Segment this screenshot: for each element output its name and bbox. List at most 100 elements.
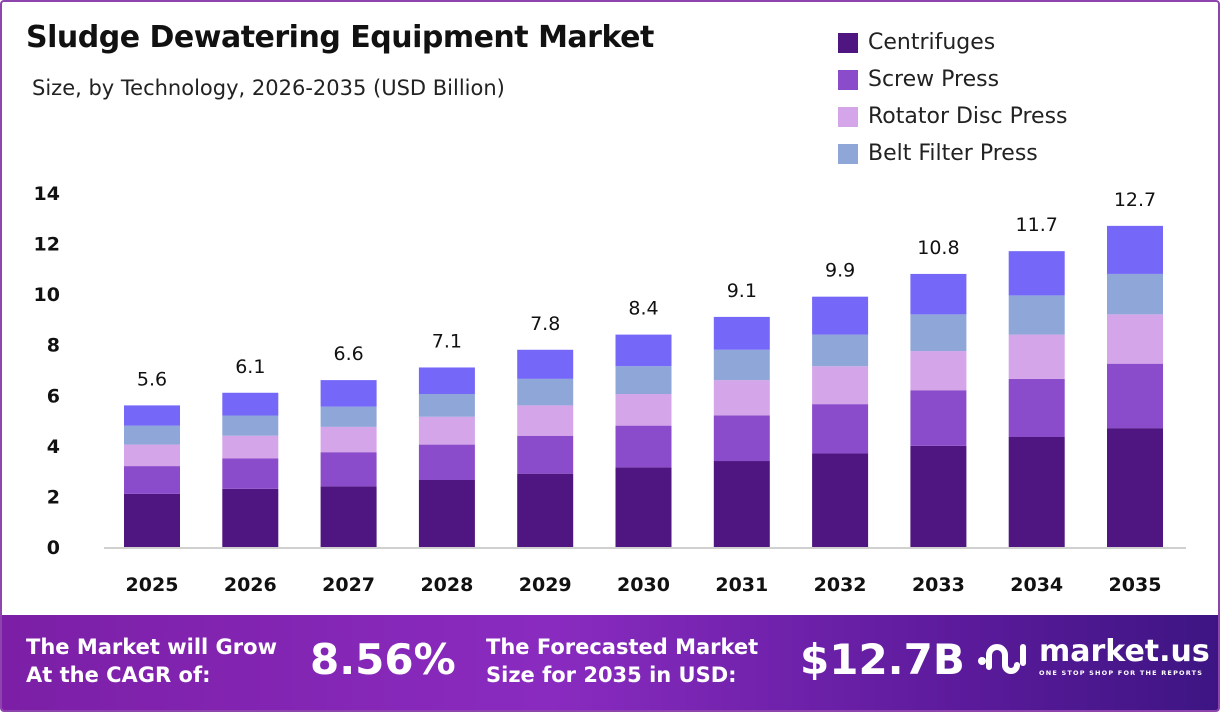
x-tick-label: 2032 [814,574,867,596]
logo-icon [978,644,1026,674]
bar-segment-series-5 [222,392,279,416]
bar-total-label: 8.4 [628,298,658,320]
bar-segment-belt-filter-press [222,415,279,436]
bar-segment-series-5 [1008,251,1065,296]
bar-segment-rotator-disc-press [615,394,672,426]
bar-segment-belt-filter-press [812,334,869,367]
market-us-logo: market.us ONE STOP SHOP FOR THE REPORTS [977,637,1210,677]
bar-segment-screw-press [517,435,574,474]
bar-segment-centrifuges [1107,428,1163,547]
bar-segment-series-5 [1107,225,1163,274]
bar-segment-series-5 [910,273,967,315]
x-tick-label: 2027 [322,574,375,596]
bar-segment-centrifuges [713,461,770,547]
bar-segment-series-5 [418,367,475,395]
bar-segment-centrifuges [517,473,574,547]
x-tick-label: 2035 [1109,574,1162,596]
logo-name: market.us [1039,634,1210,669]
legend-label: Centrifuges [868,30,996,55]
bar-segment-screw-press [812,404,869,454]
x-tick-label: 2026 [224,574,277,596]
bar-segment-series-5 [713,316,770,350]
bar-segment-rotator-disc-press [812,366,869,405]
forecast-value: $12.7B [800,635,965,684]
x-tick-label: 2029 [519,574,572,596]
bar-segment-screw-press [124,466,180,494]
y-tick-label: 12 [34,234,60,256]
bar-segment-screw-press [713,415,770,462]
bar-total-label: 11.7 [1016,214,1058,236]
x-tick-label: 2031 [715,574,768,596]
y-tick-label: 14 [34,183,60,205]
bar-total-label: 10.8 [917,237,959,259]
bar-total-label: 12.7 [1114,189,1156,211]
legend-label: Screw Press [868,67,1000,92]
bar-segment-belt-filter-press [713,349,770,381]
bar-segment-belt-filter-press [1008,295,1065,335]
bar-segment-belt-filter-press [320,406,377,427]
bar-total-label: 5.6 [137,368,167,390]
bar-segment-screw-press [418,444,475,480]
bar-segment-rotator-disc-press [1107,314,1163,364]
bar-segment-series-5 [615,334,672,367]
cagr-value: 8.56% [310,635,456,684]
bar-segment-series-5 [124,405,180,426]
bar-total-label: 9.1 [727,280,757,302]
legend-swatch [838,69,858,90]
forecast-label: The Forecasted Market Size for 2035 in U… [486,633,758,689]
bar-total-label: 6.1 [235,356,265,378]
bar-segment-rotator-disc-press [222,435,279,459]
legend-item: Rotator Disc Press [838,98,1068,135]
bar-segment-screw-press [1008,378,1065,438]
y-tick-label: 2 [47,486,60,508]
bar-segment-centrifuges [418,479,475,547]
bar-segment-centrifuges [910,445,967,547]
y-tick-label: 0 [47,537,60,559]
legend-label: Rotator Disc Press [868,104,1068,129]
bar-segment-centrifuges [1008,437,1065,547]
bar-segment-rotator-disc-press [124,444,180,467]
legend: Centrifuges Screw Press Rotator Disc Press… [838,24,1068,172]
bar-segment-rotator-disc-press [418,416,475,445]
x-tick-label: 2033 [912,574,965,596]
cagr-label: The Market will Grow At the CAGR of: [26,633,277,689]
bar-total-label: 6.6 [333,343,363,365]
bar-segment-centrifuges [320,486,377,547]
bar-segment-rotator-disc-press [1008,334,1065,379]
legend-swatch [838,32,858,53]
stacked-bar-chart: 0 2 4 6 8 10 12 14 5.6 2025 6.1 2026 6.6 2027 7.1 2028 7… [34,183,1186,596]
bar-segment-centrifuges [222,488,279,547]
x-tick-label: 2030 [617,574,670,596]
bar-segment-screw-press [615,425,672,468]
x-tick-label: 2034 [1010,574,1063,596]
y-tick-label: 8 [47,335,60,357]
summary-banner: The Market will Grow At the CAGR of: 8.5… [2,615,1218,710]
legend-swatch [838,143,858,164]
legend-item: Belt Filter Press [838,135,1068,172]
bar-segment-rotator-disc-press [910,351,967,391]
y-tick-label: 4 [47,436,60,458]
x-tick-label: 2028 [420,574,473,596]
bar-segment-centrifuges [812,453,869,547]
y-tick-label: 6 [47,385,60,407]
bar-segment-series-5 [320,380,377,407]
bar-segment-screw-press [222,458,279,489]
bar-segment-rotator-disc-press [320,426,377,453]
bar-total-label: 7.8 [530,313,560,335]
bar-segment-rotator-disc-press [713,380,770,416]
bar-segment-belt-filter-press [910,314,967,352]
chart-subtitle: Size, by Technology, 2026-2035 (USD Bill… [32,76,505,100]
cagr-label-line2: At the CAGR of: [26,663,211,687]
chart-title: Sludge Dewatering Equipment Market [26,20,654,55]
bar-segment-screw-press [1107,363,1163,429]
bar-segment-centrifuges [615,467,672,547]
x-tick-label: 2025 [126,574,179,596]
bar-segment-belt-filter-press [124,425,180,445]
bar-segment-belt-filter-press [418,394,475,417]
legend-item: Centrifuges [838,24,1068,61]
forecast-label-line2: Size for 2035 in USD: [486,663,737,687]
bar-total-label: 9.9 [825,260,855,282]
bar-segment-belt-filter-press [517,378,574,406]
legend-item: Screw Press [838,61,1068,98]
